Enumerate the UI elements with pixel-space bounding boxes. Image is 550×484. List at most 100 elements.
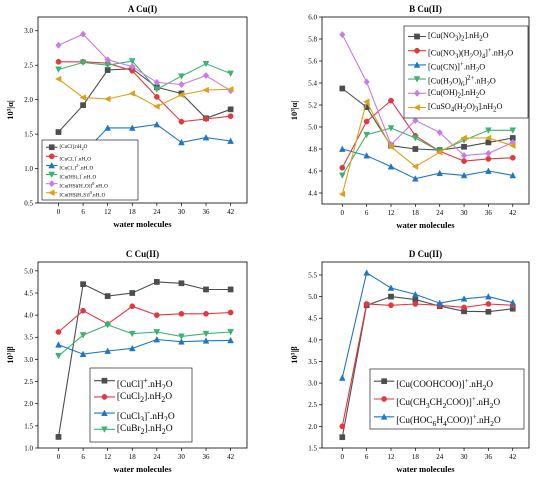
x-tick-label: 12	[388, 453, 396, 461]
legend-entry: [CuCl].nH2O	[59, 144, 87, 151]
plot-frame	[321, 261, 530, 449]
y-tick-label: 3.0	[308, 380, 317, 388]
data-point	[104, 322, 111, 329]
data-point	[80, 102, 86, 109]
plot-frame	[321, 16, 530, 205]
legend-swatch-marker	[413, 76, 421, 83]
data-point	[412, 116, 419, 124]
legend-label: [Cu(CN)]+.nH2O	[428, 60, 486, 72]
legend-swatch-marker	[48, 144, 55, 151]
y-axis-label: 10³|α|	[5, 100, 15, 120]
y-tick-label: 2.0	[308, 423, 317, 431]
series-line	[342, 148, 513, 180]
legend: [Cu(COOHCOO)]+.nH2O [Cu(CH3CH2COO)]+.nH2O…	[369, 368, 525, 430]
legend-entry: [CuCl3]-.nH2O	[117, 408, 175, 421]
data-point	[227, 137, 234, 144]
data-point	[80, 281, 86, 287]
data-point	[485, 308, 492, 315]
legend-label: [Cu(HOC6H4COO)]+.nH2O	[396, 411, 501, 426]
data-point	[55, 353, 62, 360]
data-point	[436, 169, 444, 177]
data-point	[178, 280, 185, 287]
x-tick-label: 0	[57, 208, 61, 216]
data-point	[460, 171, 468, 179]
data-point	[227, 106, 234, 113]
data-point	[485, 301, 492, 307]
y-tick-label: 4.0	[24, 312, 33, 320]
data-point	[363, 301, 370, 307]
x-tick-label: 42	[509, 209, 517, 217]
data-point	[388, 97, 394, 104]
series-line	[58, 61, 231, 123]
y-tick-label: 3.0	[24, 356, 33, 364]
legend-entry: [Cu(NO3)(H2O)4]+.nH2O	[428, 47, 513, 58]
series-3	[55, 335, 234, 357]
legend-swatch-marker	[414, 33, 420, 40]
data-point	[227, 329, 234, 336]
series-2	[339, 301, 516, 430]
legend-entry: [CuCl2]-.nH2O	[59, 153, 92, 161]
y-tick-label: 4.5	[24, 289, 33, 297]
data-point	[485, 156, 492, 162]
series-3	[338, 269, 517, 381]
data-point	[338, 172, 346, 179]
x-tick-label: 6	[81, 208, 85, 216]
y-tick-label: 5.8	[308, 35, 317, 43]
legend-entry: [Cu(COOHCOO)]+.nH2O	[396, 376, 493, 390]
x-tick-label: 42	[509, 453, 517, 461]
data-point	[485, 293, 492, 300]
data-point	[80, 307, 86, 314]
data-point	[509, 154, 516, 161]
legend-label: [CuCl2]-.nH2O	[59, 153, 92, 161]
data-point	[153, 86, 161, 93]
legend-entry: [Cu(OH)2].nH2O	[428, 88, 486, 100]
legend-swatch-marker	[381, 378, 387, 385]
data-point	[153, 120, 161, 128]
data-point	[153, 329, 161, 336]
legend-box	[369, 368, 525, 430]
panel-title: A Cu(I)	[128, 4, 157, 14]
data-point	[460, 134, 467, 142]
legend-entry: [CuCl3]2-.nH2O	[59, 163, 93, 170]
data-point	[55, 58, 62, 65]
legend-box	[403, 25, 529, 119]
data-point	[227, 336, 234, 344]
x-axis-label: water molecules	[396, 464, 455, 474]
data-point	[387, 284, 395, 291]
legend-entry: [Cu(NO3)2].nH2O	[428, 31, 489, 43]
legend-swatch-marker	[48, 161, 56, 169]
x-tick-label: 30	[461, 453, 469, 461]
data-point	[153, 94, 160, 100]
legend-entry: [Cu(CH3CH2COO)]+.nH2O	[396, 394, 500, 408]
data-point	[177, 91, 185, 99]
data-point	[129, 63, 136, 71]
legend-label: [Cu(OH)2].nH2O	[428, 88, 486, 100]
legend-entry: [CuSO4(H2O)3].nH2O	[428, 102, 502, 114]
data-point	[509, 171, 517, 179]
data-point	[339, 31, 346, 39]
data-point	[339, 164, 346, 171]
x-tick-label: 36	[485, 209, 493, 217]
data-point	[128, 90, 136, 97]
y-tick-label: 5.4	[308, 79, 317, 87]
x-tick-label: 24	[436, 209, 444, 217]
data-point	[387, 125, 395, 132]
legend-swatch-marker	[48, 180, 55, 188]
series-line	[341, 99, 513, 168]
legend-entry: [Cu(HS)2]-.nH2O	[59, 172, 96, 179]
legend-swatch-marker	[101, 377, 108, 384]
data-point	[129, 290, 136, 296]
data-point	[128, 58, 136, 65]
data-point	[509, 142, 516, 150]
data-point	[178, 118, 185, 125]
legend-box	[41, 139, 139, 201]
data-point	[129, 303, 136, 310]
data-point	[509, 127, 517, 134]
data-point	[339, 434, 346, 441]
y-tick-label: 1.5	[308, 444, 317, 452]
legend-swatch-marker	[101, 394, 108, 400]
legend-swatch-marker	[381, 396, 387, 402]
series-line	[58, 60, 231, 90]
y-tick-label: 1.0	[24, 165, 33, 173]
legend-entry: [Cu(HOC6H4COO)]+.nH2O	[396, 411, 501, 426]
